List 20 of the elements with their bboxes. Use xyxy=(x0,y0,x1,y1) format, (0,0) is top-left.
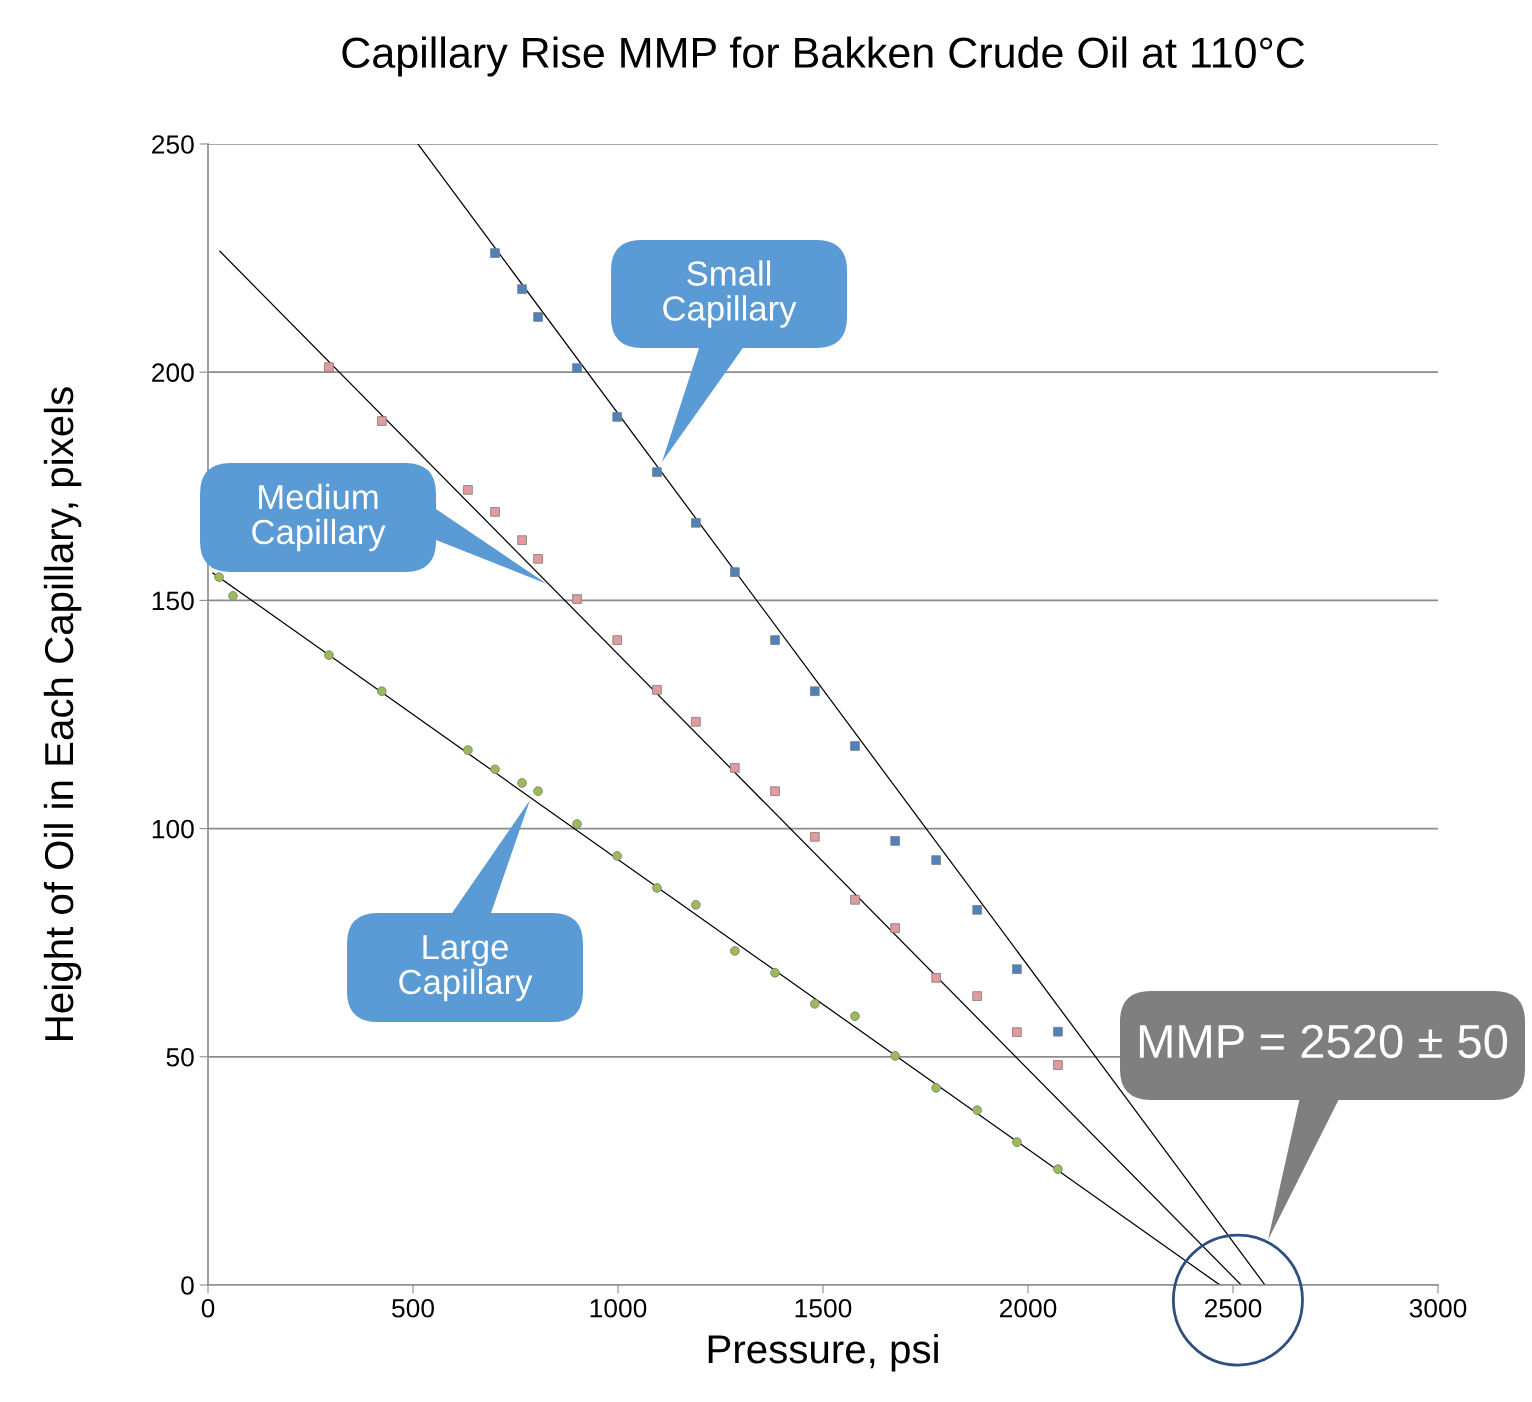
y-tick-label: 100 xyxy=(152,819,194,839)
y-tick-label: 200 xyxy=(152,363,194,383)
x-tick-label: 2500 xyxy=(1204,1298,1262,1318)
x-tick-label: 1000 xyxy=(590,1298,647,1318)
x-tick-label: 500 xyxy=(392,1298,434,1318)
y-tick-label: 150 xyxy=(152,591,194,611)
annotation: Medium Capillary xyxy=(252,483,386,552)
annotation: MMP = 2520 ± 50 xyxy=(1139,1024,1508,1059)
x-tick-label: 1500 xyxy=(795,1298,852,1318)
x-tick-label: 3000 xyxy=(1409,1298,1467,1318)
annotation: Small Capillary xyxy=(663,260,797,328)
x-tick-label: 2000 xyxy=(999,1298,1057,1318)
y-tick-label: 0 xyxy=(181,1276,194,1295)
y-tick-label: 250 xyxy=(152,135,194,154)
x-tick-label: 0 xyxy=(201,1298,215,1318)
y-axis-title: Height of Oil in Each Capillary, pixels xyxy=(43,387,82,1040)
annotation: Large Capillary xyxy=(399,935,533,1002)
x-axis-title: Pressure, psi xyxy=(708,1333,938,1372)
chart-title: Capillary Rise MMP for Bakken Crude Oil at 110°C xyxy=(342,36,1305,77)
y-tick-label: 50 xyxy=(166,1047,194,1067)
